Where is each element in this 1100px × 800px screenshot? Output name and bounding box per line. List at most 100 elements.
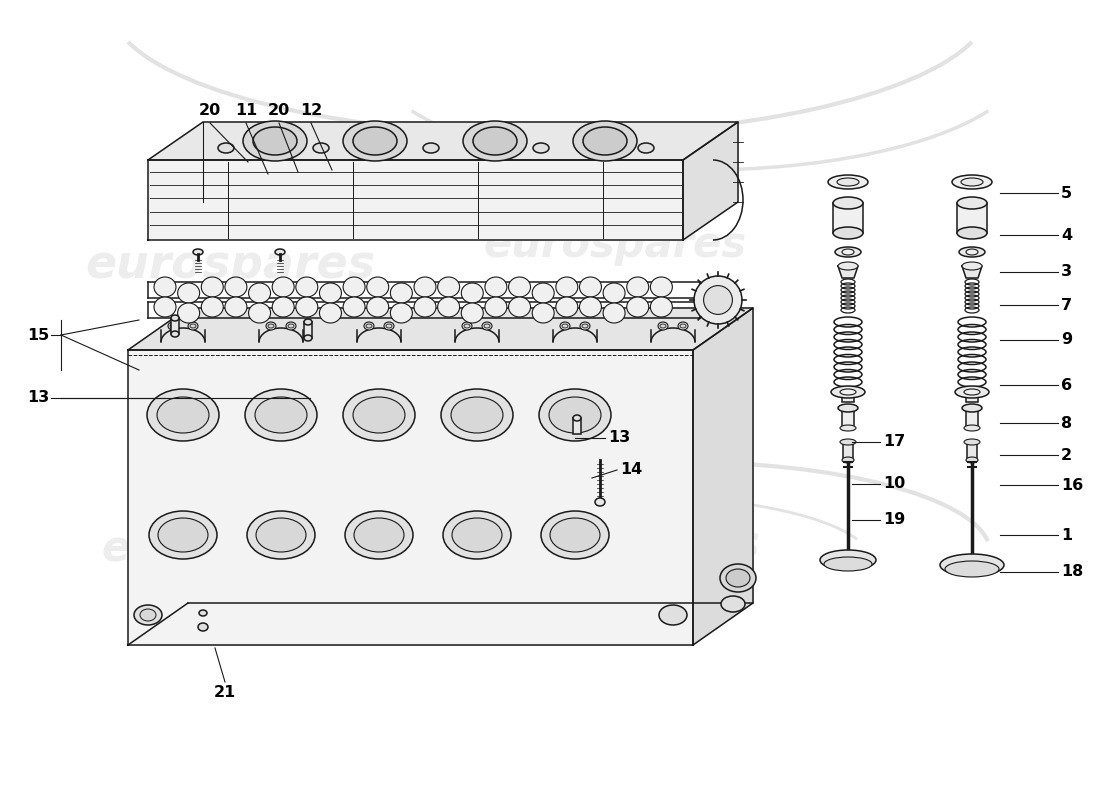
Text: 13: 13 (608, 430, 630, 446)
Ellipse shape (192, 249, 204, 255)
Text: 13: 13 (26, 390, 50, 406)
Text: eurospares: eurospares (470, 522, 760, 567)
Ellipse shape (694, 276, 743, 324)
Ellipse shape (833, 227, 864, 239)
Ellipse shape (659, 605, 688, 625)
Text: eurospares: eurospares (483, 224, 747, 266)
Text: euro: euro (101, 529, 209, 571)
Text: 8: 8 (1062, 415, 1072, 430)
Text: 11: 11 (235, 103, 257, 118)
Ellipse shape (957, 197, 987, 209)
Ellipse shape (955, 386, 989, 398)
Ellipse shape (484, 324, 490, 328)
Ellipse shape (830, 386, 865, 398)
Ellipse shape (140, 609, 156, 621)
Ellipse shape (966, 249, 978, 255)
Ellipse shape (201, 277, 223, 297)
Ellipse shape (482, 322, 492, 330)
Ellipse shape (304, 319, 312, 325)
Ellipse shape (253, 127, 297, 155)
Ellipse shape (319, 283, 341, 303)
Ellipse shape (134, 605, 162, 625)
Ellipse shape (314, 143, 329, 153)
Ellipse shape (838, 404, 858, 412)
Bar (967, 442, 977, 460)
Ellipse shape (603, 283, 625, 303)
Ellipse shape (650, 277, 672, 297)
Ellipse shape (842, 457, 854, 463)
Ellipse shape (595, 498, 605, 506)
Ellipse shape (438, 277, 460, 297)
Ellipse shape (582, 324, 588, 328)
Ellipse shape (198, 623, 208, 631)
Ellipse shape (463, 121, 527, 161)
Ellipse shape (650, 297, 672, 317)
Ellipse shape (319, 303, 341, 323)
Ellipse shape (550, 518, 600, 552)
Ellipse shape (627, 277, 649, 297)
Ellipse shape (840, 425, 856, 431)
Ellipse shape (840, 389, 856, 395)
Bar (842, 408, 854, 428)
Ellipse shape (824, 557, 872, 571)
Ellipse shape (959, 247, 985, 257)
Ellipse shape (304, 335, 312, 341)
Text: 6: 6 (1062, 378, 1072, 393)
Ellipse shape (154, 277, 176, 297)
Ellipse shape (154, 297, 176, 317)
Ellipse shape (224, 297, 246, 317)
Ellipse shape (288, 324, 294, 328)
Text: 16: 16 (1062, 478, 1084, 493)
Ellipse shape (170, 324, 176, 328)
Text: 9: 9 (1062, 333, 1072, 347)
Ellipse shape (345, 511, 412, 559)
Ellipse shape (256, 518, 306, 552)
Ellipse shape (573, 415, 581, 421)
Ellipse shape (170, 315, 179, 321)
Ellipse shape (354, 518, 404, 552)
Ellipse shape (580, 322, 590, 330)
Ellipse shape (148, 511, 217, 559)
Ellipse shape (177, 283, 199, 303)
Ellipse shape (957, 227, 987, 239)
Text: 2: 2 (1062, 447, 1072, 462)
Polygon shape (148, 160, 683, 240)
Ellipse shape (296, 277, 318, 297)
Text: 1: 1 (1062, 527, 1072, 542)
Ellipse shape (580, 277, 602, 297)
Polygon shape (128, 308, 754, 350)
Ellipse shape (940, 554, 1004, 576)
Ellipse shape (464, 324, 470, 328)
Ellipse shape (268, 324, 274, 328)
Ellipse shape (245, 389, 317, 441)
Ellipse shape (438, 297, 460, 317)
Ellipse shape (945, 561, 999, 577)
Ellipse shape (443, 511, 512, 559)
Text: 20: 20 (268, 103, 290, 118)
Ellipse shape (343, 121, 407, 161)
Ellipse shape (414, 277, 436, 297)
Ellipse shape (485, 297, 507, 317)
Text: 12: 12 (300, 103, 322, 118)
Ellipse shape (343, 297, 365, 317)
Text: 21: 21 (213, 685, 236, 700)
Polygon shape (693, 308, 754, 645)
Bar (842, 392, 854, 402)
Ellipse shape (562, 324, 568, 328)
Ellipse shape (218, 143, 234, 153)
Ellipse shape (835, 247, 861, 257)
Ellipse shape (390, 283, 412, 303)
Ellipse shape (190, 324, 196, 328)
Ellipse shape (390, 303, 412, 323)
Polygon shape (962, 266, 982, 278)
Ellipse shape (147, 389, 219, 441)
Ellipse shape (386, 324, 392, 328)
Ellipse shape (966, 457, 978, 463)
Ellipse shape (462, 322, 472, 330)
Ellipse shape (962, 404, 982, 412)
Ellipse shape (353, 397, 405, 433)
Ellipse shape (296, 297, 318, 317)
Ellipse shape (541, 511, 609, 559)
Text: 17: 17 (883, 434, 905, 450)
Ellipse shape (704, 286, 733, 314)
